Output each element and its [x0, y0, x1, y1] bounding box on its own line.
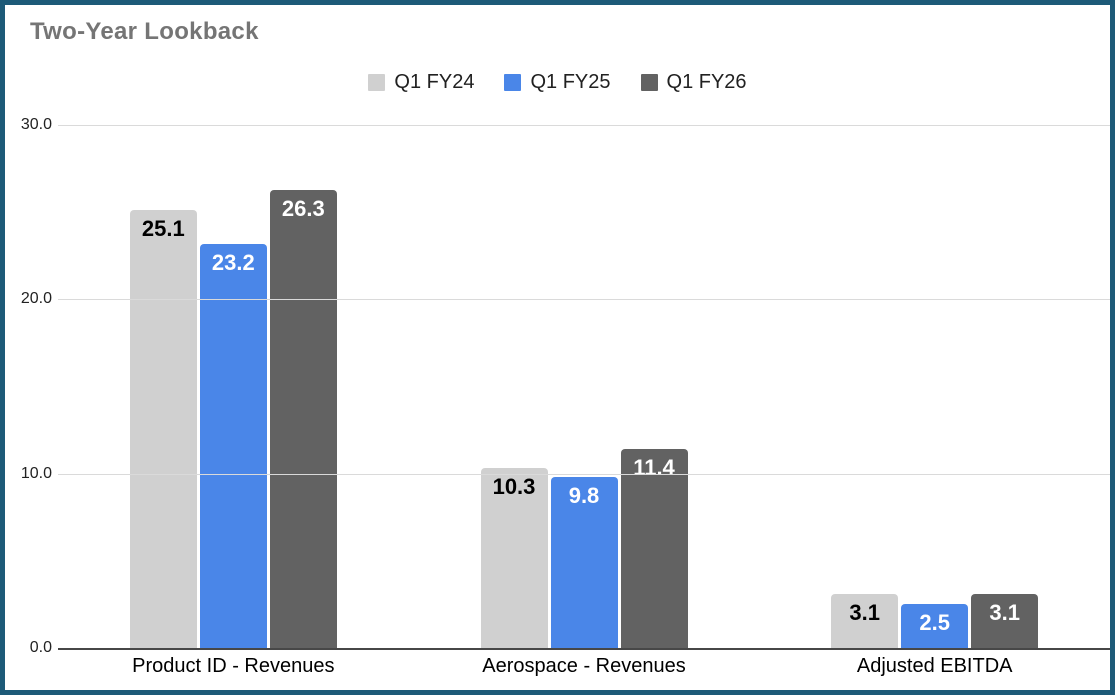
gridline	[58, 125, 1110, 126]
y-tick-label: 20.0	[20, 290, 52, 308]
bar-value-label: 25.1	[141, 216, 185, 242]
bar-q1-fy24[interactable]: 10.3	[480, 468, 548, 648]
bar-q1-fy24[interactable]: 3.1	[831, 593, 899, 648]
bar-q1-fy25[interactable]: 2.5	[901, 604, 969, 648]
legend: Q1 FY24 Q1 FY25 Q1 FY26	[5, 71, 1110, 94]
bar-group: 25.1 23.2 26.3	[58, 125, 409, 648]
legend-label: Q1 FY24	[394, 71, 475, 93]
bar-value-label: 9.8	[568, 483, 600, 509]
bar-value-label: 3.1	[989, 599, 1020, 625]
gridline	[58, 299, 1110, 301]
bar-group: 3.1 2.5 3.1	[759, 125, 1110, 648]
y-tick-label: 30.0	[20, 116, 52, 133]
plot-area: 25.1 23.2 26.3 10.3 9.8 11.4 3.1 2.5 3.1	[58, 125, 1110, 650]
bar-q1-fy26[interactable]: 11.4	[620, 449, 688, 648]
chart-title: Two-Year Lookback	[30, 18, 259, 45]
legend-item-q1-fy26[interactable]: Q1 FY26	[640, 71, 747, 94]
bar-q1-fy25[interactable]: 9.8	[550, 477, 618, 648]
bar-value-label: 11.4	[633, 455, 675, 481]
bar-value-label: 2.5	[919, 610, 950, 636]
category-label: Adjusted EBITDA	[856, 655, 1013, 677]
legend-swatch-icon	[640, 74, 658, 91]
legend-swatch-icon	[504, 74, 522, 91]
x-axis-labels: Product ID - Revenues Aerospace - Revenue…	[58, 655, 1110, 678]
bar-group: 10.3 9.8 11.4	[409, 125, 760, 648]
bar-groups: 25.1 23.2 26.3 10.3 9.8 11.4 3.1 2.5 3.1	[58, 125, 1110, 648]
category-label: Product ID - Revenues	[132, 655, 335, 677]
y-axis: 0.0 10.0 20.0 30.0	[5, 116, 52, 656]
bar-value-label: 10.3	[492, 474, 536, 500]
legend-swatch-icon	[368, 74, 386, 91]
legend-item-q1-fy24[interactable]: Q1 FY24	[368, 71, 474, 94]
gridline	[58, 473, 1110, 475]
category-label: Aerospace - Revenues	[482, 655, 686, 677]
y-tick-label: 10.0	[20, 464, 52, 482]
bar-q1-fy26[interactable]: 26.3	[269, 189, 337, 648]
bar-value-label: 3.1	[849, 599, 880, 625]
bar-value-label: 23.2	[211, 249, 255, 275]
bar-q1-fy25[interactable]: 23.2	[199, 243, 267, 648]
bar-value-label: 26.3	[281, 195, 325, 221]
y-tick-label: 0.0	[29, 639, 52, 656]
bar-q1-fy24[interactable]: 25.1	[129, 210, 197, 648]
bar-q1-fy26[interactable]: 3.1	[971, 593, 1039, 648]
legend-label: Q1 FY26	[666, 71, 747, 93]
legend-item-q1-fy25[interactable]: Q1 FY25	[504, 71, 611, 94]
legend-label: Q1 FY25	[530, 71, 611, 93]
